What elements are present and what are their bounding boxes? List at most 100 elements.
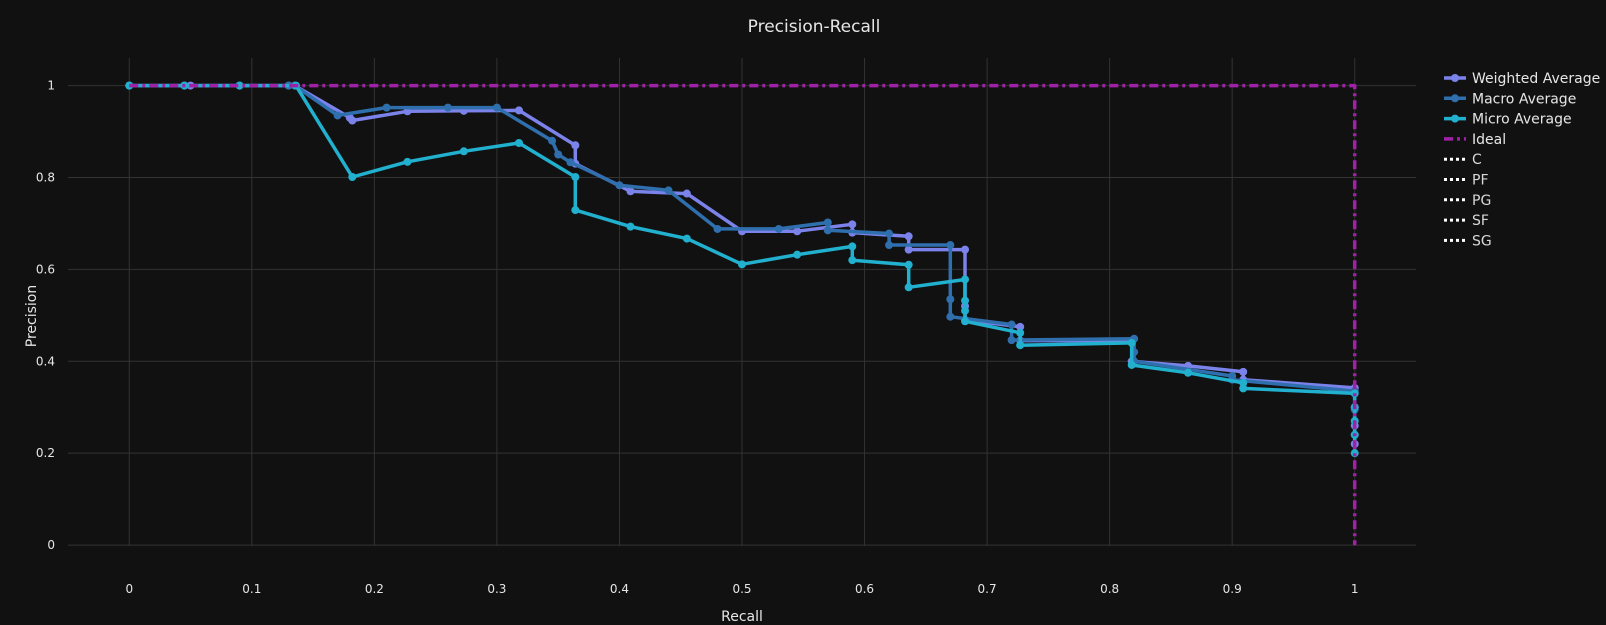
- legend-item-sg[interactable]: SG: [1444, 233, 1492, 249]
- x-tick-label: 0.4: [610, 582, 629, 596]
- data-point: [946, 312, 955, 321]
- data-point: [961, 275, 970, 284]
- legend-item-macro-average[interactable]: Macro Average: [1444, 91, 1576, 107]
- data-point: [738, 260, 746, 269]
- legend-label: Weighted Average: [1472, 71, 1600, 87]
- legend-item-pf[interactable]: PF: [1444, 173, 1489, 189]
- legend-label: PF: [1472, 173, 1489, 189]
- data-point: [823, 218, 832, 227]
- data-point: [571, 173, 580, 182]
- x-axis-title: Recall: [721, 609, 763, 625]
- data-point: [626, 187, 635, 196]
- x-tick-label: 0.9: [1223, 582, 1242, 596]
- data-point: [514, 139, 523, 148]
- data-point: [961, 296, 970, 305]
- data-point: [946, 241, 955, 250]
- legend-item-weighted-average[interactable]: Weighted Average: [1444, 71, 1600, 87]
- data-point: [566, 158, 575, 167]
- data-point: [1016, 328, 1025, 337]
- y-tick-label: 1: [47, 79, 55, 93]
- data-point: [348, 173, 357, 182]
- data-point: [125, 81, 134, 90]
- x-tick-label: 0.1: [242, 582, 261, 596]
- data-point: [946, 295, 955, 304]
- x-tick-label: 0: [125, 582, 133, 596]
- data-point: [961, 317, 970, 326]
- chart-title: Precision-Recall: [748, 17, 881, 37]
- data-point: [333, 111, 342, 120]
- legend-item-micro-average[interactable]: Micro Average: [1444, 112, 1572, 128]
- x-tick-label: 0.2: [365, 582, 384, 596]
- y-tick-label: 0.2: [36, 446, 55, 460]
- legend-item-pg[interactable]: PG: [1444, 193, 1491, 209]
- legend: Weighted Average Macro Average Micro Avera…: [1444, 71, 1600, 249]
- y-tick-label: 0.8: [36, 170, 55, 184]
- data-point: [626, 222, 635, 231]
- data-point: [961, 306, 970, 315]
- legend-marker: [1451, 74, 1459, 82]
- data-point: [1239, 378, 1248, 387]
- data-point: [904, 232, 913, 241]
- series-line-ideal: [129, 83, 1357, 546]
- data-point: [713, 224, 722, 233]
- x-tick-label: 0.3: [487, 582, 506, 596]
- plot-area: [125, 81, 1359, 546]
- data-point: [554, 150, 563, 159]
- y-tick-label: 0.4: [36, 354, 55, 368]
- data-point: [1127, 360, 1136, 369]
- data-point: [682, 189, 691, 198]
- x-tick-label: 1: [1351, 582, 1359, 596]
- data-point: [235, 81, 244, 90]
- data-point: [571, 141, 580, 150]
- series-micro-average: [125, 81, 1359, 458]
- x-tick-label: 0.7: [978, 582, 997, 596]
- legend-marker: [1451, 94, 1459, 103]
- data-point: [1127, 338, 1136, 347]
- data-point: [885, 241, 894, 250]
- data-point: [348, 116, 357, 125]
- data-point: [1016, 322, 1025, 331]
- series-macro-average: [125, 81, 1359, 439]
- legend-label: C: [1472, 152, 1482, 168]
- data-point: [682, 234, 691, 243]
- data-point: [848, 256, 857, 265]
- legend-label: Micro Average: [1472, 112, 1572, 128]
- x-tick-label: 0.6: [855, 582, 874, 596]
- legend-label: PG: [1472, 193, 1491, 209]
- y-tick-label: 0: [47, 538, 55, 552]
- legend-label: Macro Average: [1472, 91, 1576, 107]
- legend-item-c[interactable]: C: [1444, 152, 1482, 168]
- data-point: [1016, 341, 1025, 350]
- data-point: [885, 229, 894, 238]
- legend-item-sf[interactable]: SF: [1444, 213, 1489, 229]
- legend-item-ideal[interactable]: Ideal: [1444, 132, 1506, 148]
- series-ideal: [129, 83, 1357, 546]
- legend-marker: [1451, 114, 1459, 123]
- data-point: [793, 250, 802, 259]
- y-tick-label: 0.6: [36, 262, 55, 276]
- legend-label: SG: [1472, 233, 1492, 249]
- data-point: [571, 206, 580, 215]
- data-point: [793, 227, 802, 236]
- x-tick-label: 0.5: [732, 582, 751, 596]
- data-point: [492, 103, 501, 112]
- legend-label: Ideal: [1472, 132, 1506, 148]
- grid: [68, 58, 1416, 546]
- data-point: [848, 220, 857, 229]
- data-point: [514, 106, 523, 115]
- data-point: [1007, 336, 1016, 345]
- data-point: [904, 260, 913, 269]
- data-point: [1007, 320, 1016, 329]
- data-point: [823, 226, 832, 235]
- data-point: [615, 181, 624, 190]
- data-point: [904, 283, 913, 292]
- data-point: [1239, 367, 1248, 376]
- data-point: [1184, 368, 1193, 377]
- x-tick-label: 0.8: [1100, 582, 1119, 596]
- data-point: [664, 186, 673, 195]
- y-axis-title: Precision: [24, 285, 40, 347]
- legend-label: SF: [1472, 213, 1489, 229]
- data-point: [1239, 384, 1248, 393]
